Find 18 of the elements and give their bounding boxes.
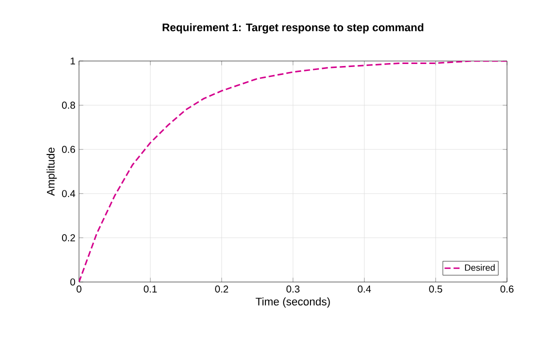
x-axis-title: Time (seconds)	[256, 297, 330, 308]
x-tick-label: 0.3	[286, 286, 300, 293]
x-tick-label: 0.1	[144, 286, 157, 293]
chart-title: Requirement 1: Target response to step command	[162, 23, 424, 34]
y-tick-label: 0.6	[62, 146, 76, 153]
y-tick-label: 0	[70, 278, 76, 286]
line-series	[79, 61, 508, 282]
y-tick-label: 0.2	[62, 234, 75, 242]
y-tick-label: 0.8	[62, 102, 76, 109]
x-tick-label: 0.6	[500, 286, 514, 293]
x-tick-label: 0	[76, 286, 82, 293]
y-tick-label: 0.4	[62, 190, 76, 198]
y-axis-title: Amplitude	[46, 148, 57, 196]
y-tick-label: 1	[70, 58, 75, 64]
x-tick-label: 0.5	[429, 286, 442, 293]
x-tick-label: 0.4	[358, 286, 371, 293]
legend-label: Desired	[465, 264, 495, 271]
x-tick-label: 0.2	[215, 286, 228, 293]
